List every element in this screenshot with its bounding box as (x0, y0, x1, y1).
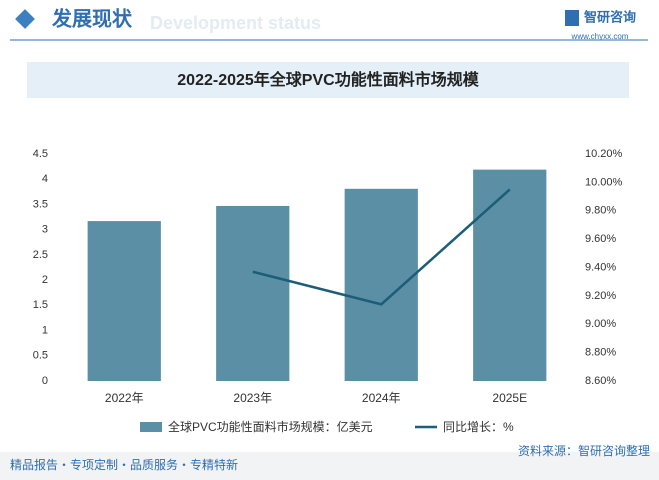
y-tick-label: 1.5 (33, 299, 48, 311)
bar (473, 169, 547, 381)
y-tick-label: 0 (42, 375, 48, 387)
header-title: 发展现状 (51, 6, 133, 30)
y2-tick-label: 9.40% (585, 261, 616, 273)
y-tick-label: 3.5 (33, 198, 48, 210)
y-tick-label: 2.5 (33, 249, 48, 261)
y-tick-label: 0.5 (33, 350, 48, 362)
y2-tick-label: 8.60% (585, 375, 616, 387)
y-tick-label: 3 (42, 224, 48, 236)
bar (87, 221, 161, 381)
y-tick-label: 2 (42, 274, 48, 286)
header-icon (15, 9, 35, 29)
footer-bar (0, 452, 659, 480)
logo-icon (565, 10, 579, 26)
chart-title: 2022-2025年全球PVC功能性面料市场规模 (177, 70, 479, 89)
legend-label: 同比增长：% (443, 420, 514, 434)
y-tick-label: 1 (42, 324, 48, 336)
line (252, 188, 511, 306)
footer-right: 资料来源：智研咨询整理 (518, 443, 650, 458)
x-tick-label: 2025E (492, 391, 527, 405)
y2-tick-label: 9.80% (585, 205, 616, 217)
x-tick-label: 2022年 (105, 391, 144, 405)
legend-label: 全球PVC功能性面料市场规模：亿美元 (168, 419, 373, 434)
footer-left: 精品报告・专项定制・品质服务・专精特新 (10, 457, 238, 472)
legend-swatch (140, 422, 162, 432)
y2-tick-label: 9.20% (585, 290, 616, 302)
y2-tick-label: 10.20% (585, 148, 623, 160)
y2-tick-label: 10.00% (585, 176, 623, 188)
x-tick-label: 2024年 (362, 391, 401, 405)
y2-tick-label: 8.80% (585, 347, 616, 359)
x-tick-label: 2023年 (233, 391, 272, 405)
brand: 智研咨询 (584, 9, 636, 24)
bar (216, 205, 290, 381)
url: www.chyxx.com (571, 32, 629, 41)
y2-tick-label: 9.00% (585, 318, 616, 330)
y2-tick-label: 9.60% (585, 233, 616, 245)
y-tick-label: 4.5 (33, 148, 48, 160)
title-banner (27, 62, 629, 98)
bar (344, 188, 418, 381)
header-subtitle: Development status (150, 13, 321, 33)
y-tick-label: 4 (42, 173, 48, 185)
